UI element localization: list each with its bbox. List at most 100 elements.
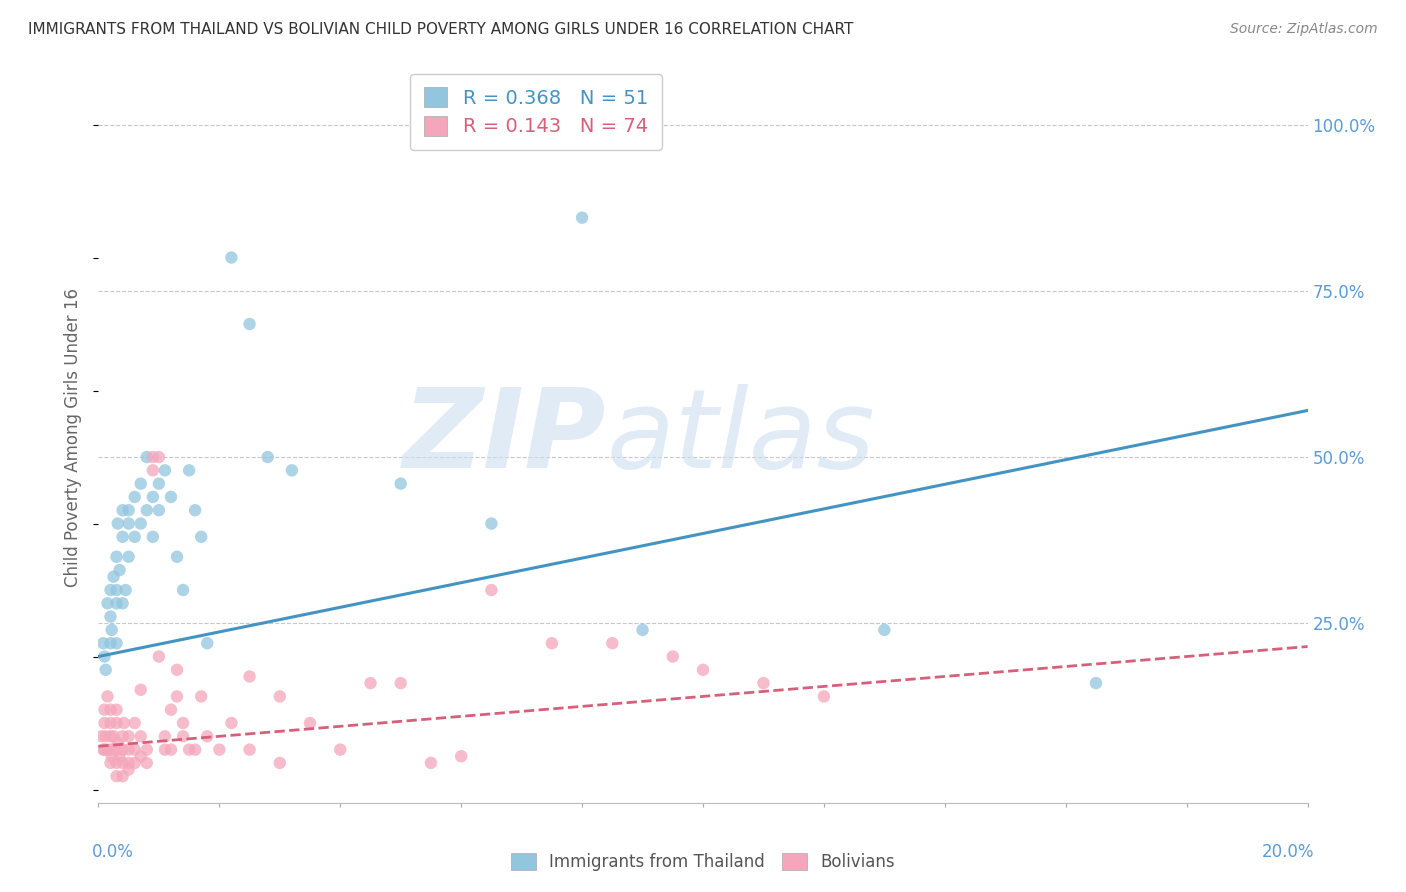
Point	[172, 729, 194, 743]
Point	[481, 516, 503, 531]
Point	[129, 682, 152, 697]
Point	[142, 530, 165, 544]
Point	[179, 742, 201, 756]
Point	[195, 636, 218, 650]
Point	[105, 769, 128, 783]
Point	[107, 516, 129, 531]
Point	[103, 570, 125, 584]
Text: 0.0%: 0.0%	[91, 843, 134, 861]
Point	[100, 609, 122, 624]
Point	[111, 756, 134, 770]
Point	[172, 716, 194, 731]
Text: Source: ZipAtlas.com: Source: ZipAtlas.com	[1230, 22, 1378, 37]
Point	[166, 549, 188, 564]
Point	[221, 716, 243, 731]
Point	[124, 742, 146, 756]
Legend: Immigrants from Thailand, Bolivians: Immigrants from Thailand, Bolivians	[503, 845, 903, 880]
Point	[105, 703, 128, 717]
Point	[105, 596, 128, 610]
Point	[160, 490, 183, 504]
Point	[135, 756, 157, 770]
Point	[129, 749, 152, 764]
Point	[239, 317, 262, 331]
Point	[111, 769, 134, 783]
Point	[114, 582, 136, 597]
Point	[96, 690, 118, 704]
Point	[190, 530, 212, 544]
Point	[91, 636, 114, 650]
Point	[184, 503, 207, 517]
Point	[208, 742, 231, 756]
Point	[100, 729, 122, 743]
Point	[172, 582, 194, 597]
Point	[256, 450, 278, 464]
Point	[160, 703, 183, 717]
Point	[179, 463, 201, 477]
Point	[135, 742, 157, 756]
Point	[602, 636, 624, 650]
Text: IMMIGRANTS FROM THAILAND VS BOLIVIAN CHILD POVERTY AMONG GIRLS UNDER 16 CORRELAT: IMMIGRANTS FROM THAILAND VS BOLIVIAN CHI…	[28, 22, 853, 37]
Point	[112, 716, 135, 731]
Point	[269, 756, 291, 770]
Point	[873, 623, 896, 637]
Point	[329, 742, 352, 756]
Point	[118, 503, 141, 517]
Point	[239, 669, 262, 683]
Point	[105, 549, 128, 564]
Point	[420, 756, 443, 770]
Point	[111, 596, 134, 610]
Point	[153, 742, 176, 756]
Point	[100, 623, 122, 637]
Point	[813, 690, 835, 704]
Point	[100, 703, 122, 717]
Point	[389, 476, 412, 491]
Point	[107, 736, 129, 750]
Point	[153, 463, 176, 477]
Point	[184, 742, 207, 756]
Point	[93, 742, 115, 756]
Point	[111, 503, 134, 517]
Point	[118, 742, 141, 756]
Point	[510, 118, 533, 132]
Point	[389, 676, 412, 690]
Point	[108, 563, 131, 577]
Point	[148, 476, 170, 491]
Point	[118, 729, 141, 743]
Point	[94, 729, 117, 743]
Point	[111, 742, 134, 756]
Point	[752, 676, 775, 690]
Point	[96, 596, 118, 610]
Point	[100, 636, 122, 650]
Point	[239, 742, 262, 756]
Point	[100, 756, 122, 770]
Point	[118, 763, 141, 777]
Point	[269, 690, 291, 704]
Point	[166, 663, 188, 677]
Point	[103, 729, 125, 743]
Text: ZIP: ZIP	[402, 384, 606, 491]
Point	[100, 582, 122, 597]
Point	[360, 676, 382, 690]
Point	[299, 716, 322, 731]
Point	[118, 516, 141, 531]
Point	[129, 516, 152, 531]
Point	[221, 251, 243, 265]
Point	[571, 211, 593, 225]
Point	[153, 729, 176, 743]
Point	[631, 623, 654, 637]
Point	[129, 476, 152, 491]
Point	[190, 690, 212, 704]
Point	[105, 582, 128, 597]
Text: atlas: atlas	[606, 384, 875, 491]
Point	[148, 503, 170, 517]
Point	[135, 450, 157, 464]
Point	[124, 530, 146, 544]
Point	[692, 663, 714, 677]
Point	[142, 450, 165, 464]
Point	[100, 742, 122, 756]
Text: 20.0%: 20.0%	[1263, 843, 1315, 861]
Point	[195, 729, 218, 743]
Point	[142, 463, 165, 477]
Point	[1085, 676, 1108, 690]
Point	[118, 756, 141, 770]
